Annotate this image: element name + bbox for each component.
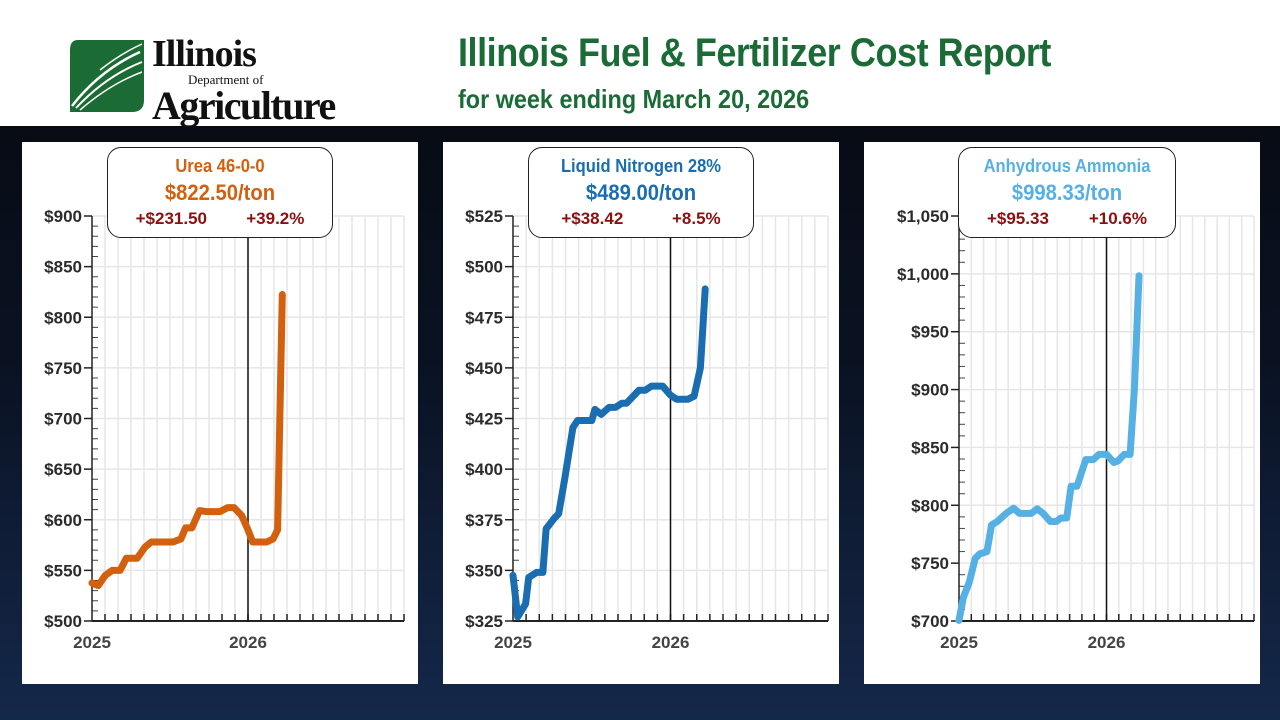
chart-panel-liquid-nitrogen: $325 $350 $375 $400 $425 $450 $475 $500 $525 2025… [443,142,839,684]
logo-field-icon [70,40,144,112]
price-series-line [955,272,1143,624]
y-tick-label: $400 [465,460,503,479]
y-tick-label: $325 [465,612,503,631]
y-tick-label: $550 [44,561,82,580]
x-tick-label: 2026 [229,633,267,652]
x-tick-label: 2025 [73,633,111,652]
logo-text-illinois: Illinois [152,33,257,75]
product-name: Liquid Nitrogen 28% [560,156,722,176]
y-tick-label: $700 [44,410,82,429]
y-tick-label: $750 [911,554,949,573]
y-tick-label: $475 [465,308,503,327]
x-tick-label: 2025 [494,633,532,652]
current-price: $489.00/ton [585,180,697,205]
change-amount: +$231.50 [135,209,207,228]
chart-svg: $500 $550 $600 $650 $700 $750 $800 $850 $900 2025… [44,207,405,652]
chart-svg: $325 $350 $375 $400 $425 $450 $475 $500 $525 2025… [465,207,829,652]
report-subtitle: for week ending March 20, 2026 [458,84,810,114]
y-tick-label: $900 [44,207,82,226]
product-name: Urea 46-0-0 [175,156,265,176]
change-amount: +$95.33 [986,209,1049,228]
y-tick-label: $650 [44,460,82,479]
price-series-line [88,291,286,590]
current-price: $822.50/ton [164,180,276,205]
ida-logo: Illinois Department of Agriculture [70,33,362,128]
y-tick-label: $525 [465,207,503,226]
x-tick-label: 2026 [652,633,690,652]
y-tick-label: $900 [911,381,949,400]
y-tick-label: $375 [465,511,503,530]
y-tick-label: $425 [465,410,503,429]
y-tick-label: $500 [465,258,503,277]
price-series-line [509,285,709,621]
y-tick-label: $600 [44,511,82,530]
y-tick-label: $500 [44,612,82,631]
change-percent: +39.2% [246,209,305,228]
price-callout: Urea 46-0-0 $822.50/ton +$231.50 +39.2% [107,147,333,238]
chart-panel-urea: $500 $550 $600 $650 $700 $750 $800 $850 $900 2025… [22,142,418,684]
change-percent: +8.5% [671,209,721,228]
y-tick-label: $850 [911,438,949,457]
y-tick-label: $850 [44,258,82,277]
y-tick-label: $350 [465,561,503,580]
y-tick-label: $700 [911,612,949,631]
logo-text-agriculture: Agriculture [152,83,336,128]
change-percent: +10.6% [1088,209,1147,228]
chart-svg: $700 $750 $800 $850 $900 $950 $1,000 $1,050 2025… [897,207,1255,652]
change-amount: +$38.42 [561,209,624,228]
logo-text-department: Department of [188,72,264,87]
y-tick-label: $1,050 [897,207,949,226]
x-tick-label: 2025 [940,633,978,652]
y-tick-label: $800 [911,496,949,515]
x-tick-label: 2026 [1088,633,1126,652]
y-tick-label: $750 [44,359,82,378]
header: Illinois Department of Agriculture Illin… [0,0,1280,126]
y-tick-label: $800 [44,308,82,327]
price-callout: Anhydrous Ammonia $998.33/ton +$95.33 +10… [958,147,1176,238]
price-callout: Liquid Nitrogen 28% $489.00/ton +$38.42 +… [528,147,754,238]
y-tick-label: $950 [911,323,949,342]
current-price: $998.33/ton [1011,180,1123,205]
y-tick-label: $1,000 [897,265,949,284]
product-name: Anhydrous Ammonia [983,156,1151,176]
chart-panel-anhydrous-ammonia: $700 $750 $800 $850 $900 $950 $1,000 $1,050 2025… [864,142,1260,684]
report-title: Illinois Fuel & Fertilizer Cost Report [458,31,1051,75]
y-tick-label: $450 [465,359,503,378]
